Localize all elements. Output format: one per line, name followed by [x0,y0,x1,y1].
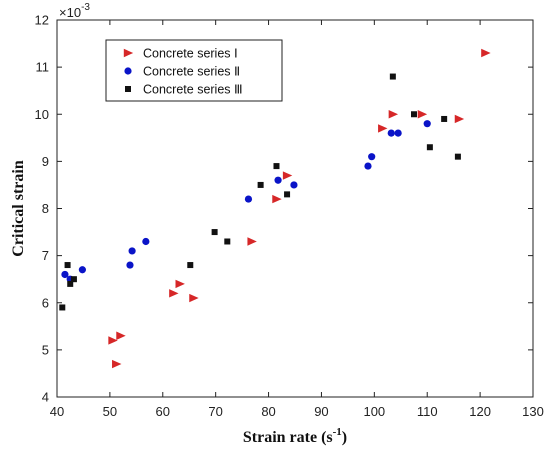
x-tick-label: 70 [208,404,222,419]
data-point [175,279,185,289]
data-point [273,163,280,170]
legend-label-series-1: Concrete series Ⅰ [143,47,238,61]
x-tick-label: 120 [469,404,491,419]
y-axis-multiplier: ×10-3 [59,2,90,20]
data-point [284,191,291,198]
data-point [78,266,86,274]
x-tick-label: 90 [314,404,328,419]
y-tick-label: 10 [35,107,49,122]
y-tick-label: 4 [42,390,49,405]
data-point [388,110,399,119]
y-tick-label: 6 [42,295,49,310]
data-point [454,153,461,160]
data-point [67,280,74,287]
x-tick-label: 130 [522,404,544,419]
data-point [128,247,136,255]
data-point [112,359,122,369]
data-point [108,336,118,345]
legend-marker [125,86,131,92]
y-axis-title: Critical strain [10,160,27,257]
legend: Concrete series Ⅰ Concrete series Ⅱ Conc… [105,39,283,102]
x-axis-title-main: Strain rate (s [243,429,333,446]
legend-marker [124,67,132,75]
data-point [59,304,66,311]
y-tick-label: 8 [42,201,49,216]
data-point [417,110,428,119]
y-tick-label: 9 [42,154,49,169]
x-tick-label: 110 [417,404,438,419]
data-point [389,73,396,80]
data-point [282,171,293,180]
x-axis-title-suffix: ) [342,429,347,446]
data-point [126,261,134,269]
legend-item-series-3: Concrete series Ⅲ [125,83,243,97]
y-tick-label: 12 [35,13,49,28]
x-tick-label: 60 [156,404,170,419]
x-tick-label: 100 [363,404,385,419]
legend-label-series-2: Concrete series Ⅱ [143,65,240,79]
data-point [454,114,465,124]
data-points [59,48,491,369]
data-point [368,153,376,161]
data-point [116,331,126,340]
tick-labels: 40 50 60 70 80 90 100 110 120 130 4 5 6 7 8 9 10 11 12 [35,13,544,420]
axis-ticks [56,19,534,398]
data-point [394,129,402,137]
data-point [272,194,282,204]
y-tick-label: 5 [42,342,49,357]
y-multiplier-exponent: -3 [81,2,90,13]
legend-marker [123,48,134,58]
data-point [247,237,257,246]
data-point [426,144,433,151]
data-point [257,181,264,188]
x-tick-label: 50 [103,404,117,419]
data-point [387,129,395,137]
y-multiplier-base: ×10 [59,5,81,20]
data-point [274,176,282,184]
data-point [189,293,199,303]
data-point [64,262,71,269]
series-2 [61,120,431,283]
x-tick-label: 40 [50,404,64,419]
x-tick-label: 80 [261,404,275,419]
x-axis-title-superscript: -1 [333,426,342,438]
data-point [378,124,388,133]
legend-item-series-2: Concrete series Ⅱ [124,65,240,79]
series-3 [59,73,461,311]
data-point [290,181,298,189]
data-point [244,195,253,203]
data-point [364,162,372,170]
legend-item-series-1: Concrete series Ⅰ [123,47,238,61]
legend-box [105,39,283,102]
x-axis-title: Strain rate (s-1) [243,426,347,446]
data-point [211,229,218,236]
y-tick-label: 7 [42,248,49,263]
data-point [61,270,69,279]
data-point [481,48,491,58]
data-point [441,115,448,122]
data-point [70,276,77,283]
data-point [423,120,431,128]
y-tick-label: 11 [36,60,50,75]
data-point [224,238,231,245]
data-point [411,111,417,118]
data-point [187,262,194,269]
legend-label-series-3: Concrete series Ⅲ [143,83,243,97]
series-1 [108,48,491,369]
data-point [142,237,150,246]
data-point [169,289,179,298]
